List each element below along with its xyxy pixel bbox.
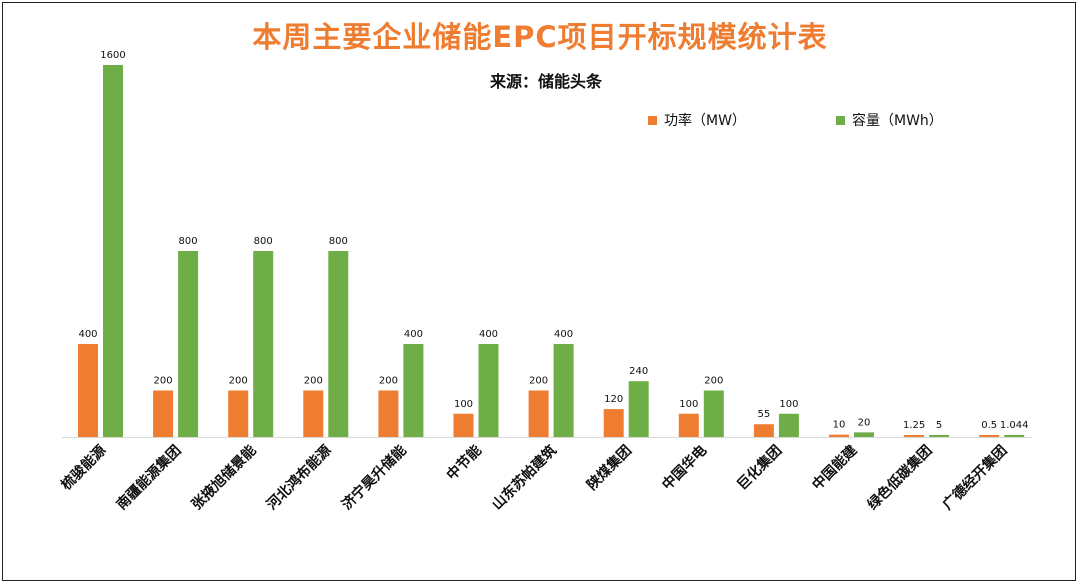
bar-capacity-3 (328, 251, 349, 437)
bar-power-7 (603, 409, 624, 437)
category-label-6: 山东苏帕建筑 (489, 442, 560, 513)
value-label-power-0: 400 (78, 329, 97, 340)
value-label-capacity-11: 5 (936, 420, 942, 431)
value-label-capacity-9: 100 (779, 399, 798, 410)
bar-capacity-11 (929, 435, 950, 437)
category-label-5: 中节能 (443, 442, 485, 484)
value-label-capacity-7: 240 (629, 366, 648, 377)
legend-item-power: 功率（MW） (648, 110, 746, 130)
value-label-power-6: 200 (529, 376, 548, 387)
value-label-capacity-8: 200 (704, 376, 723, 387)
bar-capacity-5 (478, 344, 499, 437)
bar-capacity-4 (403, 344, 424, 437)
bar-capacity-2 (253, 251, 274, 437)
value-labels-group: 4001600200800200800200800200400100400200… (78, 50, 1028, 431)
value-label-power-12: 0.5 (981, 420, 997, 431)
value-label-power-8: 100 (679, 399, 698, 410)
legend-swatch-capacity (836, 115, 845, 125)
bar-power-3 (303, 390, 324, 437)
category-label-4: 济宁昊升储能 (338, 442, 409, 513)
chart-title: 本周主要企业储能EPC项目开标规模统计表 (252, 20, 828, 54)
value-label-capacity-3: 800 (329, 236, 348, 247)
value-label-capacity-1: 800 (179, 236, 198, 247)
category-label-1: 南疆能源集团 (113, 442, 184, 513)
value-label-capacity-10: 20 (858, 417, 871, 428)
value-label-capacity-4: 400 (404, 329, 423, 340)
value-label-power-1: 200 (154, 376, 173, 387)
category-label-9: 巨化集团 (734, 442, 786, 494)
bar-power-8 (678, 413, 699, 437)
bar-capacity-6 (553, 344, 574, 437)
bars-group (78, 65, 1025, 437)
bar-capacity-7 (628, 381, 649, 437)
category-label-3: 河北鸿布能源 (263, 442, 334, 513)
bar-power-2 (228, 390, 249, 437)
value-label-capacity-2: 800 (254, 236, 273, 247)
legend-label-power: 功率（MW） (664, 113, 746, 129)
bar-power-11 (904, 435, 925, 437)
category-label-11: 绿色低碳集团 (864, 442, 935, 513)
bar-power-1 (153, 390, 174, 437)
value-label-power-4: 200 (379, 376, 398, 387)
bar-capacity-1 (178, 251, 199, 437)
category-label-12: 广德经开集团 (939, 442, 1010, 513)
value-label-power-3: 200 (304, 376, 323, 387)
category-label-10: 中国能建 (809, 442, 861, 494)
bar-capacity-9 (778, 413, 799, 437)
bar-capacity-0 (103, 65, 123, 437)
bar-capacity-10 (854, 432, 874, 437)
bar-power-12 (979, 435, 1000, 437)
value-label-power-9: 55 (758, 409, 771, 420)
value-label-power-7: 120 (604, 394, 623, 405)
bar-power-0 (78, 344, 98, 437)
value-label-capacity-12: 1.044 (1000, 420, 1029, 431)
bar-power-10 (829, 434, 849, 437)
bar-capacity-12 (1004, 435, 1025, 437)
value-label-power-5: 100 (454, 399, 473, 410)
legend-label-capacity: 容量（MWh） (852, 113, 943, 129)
category-label-0: 梳骏能源 (58, 442, 110, 494)
category-label-8: 中国华电 (659, 442, 711, 494)
bar-power-6 (528, 390, 549, 437)
value-label-power-11: 1.25 (903, 420, 925, 431)
value-label-power-2: 200 (229, 376, 248, 387)
bar-capacity-8 (703, 390, 724, 437)
value-label-capacity-6: 400 (554, 329, 573, 340)
category-labels-group: 梳骏能源 南疆能源集团 张掖旭储景能 河北鸿布能源 济宁昊升储能 中节能 山东苏帕建筑 陕煤集… (58, 442, 1011, 513)
value-label-capacity-0: 1600 (100, 50, 125, 61)
category-label-7: 陕煤集团 (583, 442, 635, 494)
legend-item-capacity: 容量（MWh） (836, 110, 943, 130)
bar-power-9 (753, 424, 774, 437)
legend-swatch-power (648, 115, 657, 125)
bar-power-4 (378, 390, 399, 437)
category-label-2: 张掖旭储景能 (188, 442, 259, 513)
bar-power-5 (453, 413, 474, 437)
value-label-capacity-5: 400 (479, 329, 498, 340)
chart-subtitle: 来源：储能头条 (489, 72, 602, 91)
value-label-power-10: 10 (833, 420, 846, 431)
